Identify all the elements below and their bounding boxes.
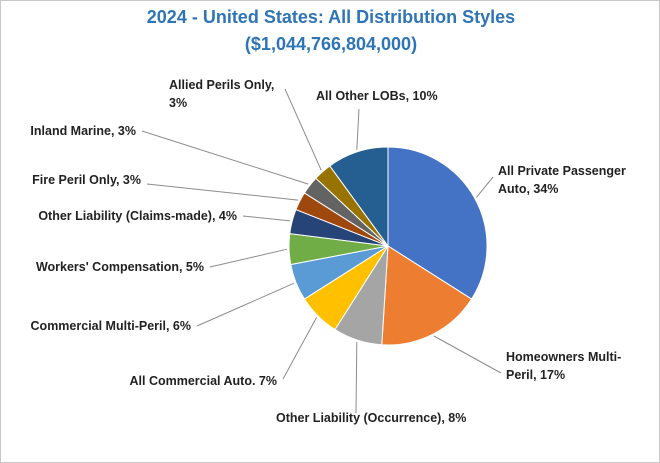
- slice-labels: All Private Passenger Auto, 34% Homeowners…: [30, 78, 626, 425]
- slice-label: All Commercial Auto. 7%: [130, 374, 278, 388]
- leader-line: [284, 88, 322, 171]
- leader-line: [242, 215, 291, 222]
- slice-label: All Other LOBs, 10%: [316, 89, 438, 103]
- leader-line: [209, 248, 288, 268]
- leader-line: [196, 282, 295, 327]
- pie-slice: [329, 146, 389, 248]
- leader-line: [356, 108, 360, 150]
- pie-slice: [381, 245, 473, 346]
- leader-line: [141, 130, 309, 185]
- leader-line: [433, 335, 502, 374]
- slice-label: Fire Peril Only, 3%: [32, 173, 141, 187]
- chart-subtitle: ($1,044,766,804,000): [244, 34, 418, 54]
- pie-slices: [288, 146, 488, 346]
- slice-label: Inland Marine, 3%: [30, 124, 136, 138]
- leader-line: [146, 183, 299, 201]
- leader-line: [282, 317, 318, 380]
- pie-slice: [387, 146, 488, 300]
- chart-title: 2024 - United States: All Distribution S…: [146, 7, 516, 27]
- slice-label: All Private Passenger Auto, 34%: [498, 164, 626, 196]
- slice-label: Commercial Multi-Peril, 6%: [31, 319, 191, 333]
- slice-label: Other Liability (Occurrence), 8%: [276, 411, 466, 425]
- slice-label: Homeowners Multi-Peril, 17%: [506, 350, 621, 382]
- leader-line: [355, 342, 358, 414]
- slice-label: Other Liability (Claims-made), 4%: [38, 209, 237, 223]
- leader-lines: [141, 88, 502, 414]
- slice-label: Allied Perils Only, 3%: [169, 78, 274, 110]
- slice-label: Workers' Compensation, 5%: [36, 260, 204, 274]
- leader-line: [476, 176, 494, 198]
